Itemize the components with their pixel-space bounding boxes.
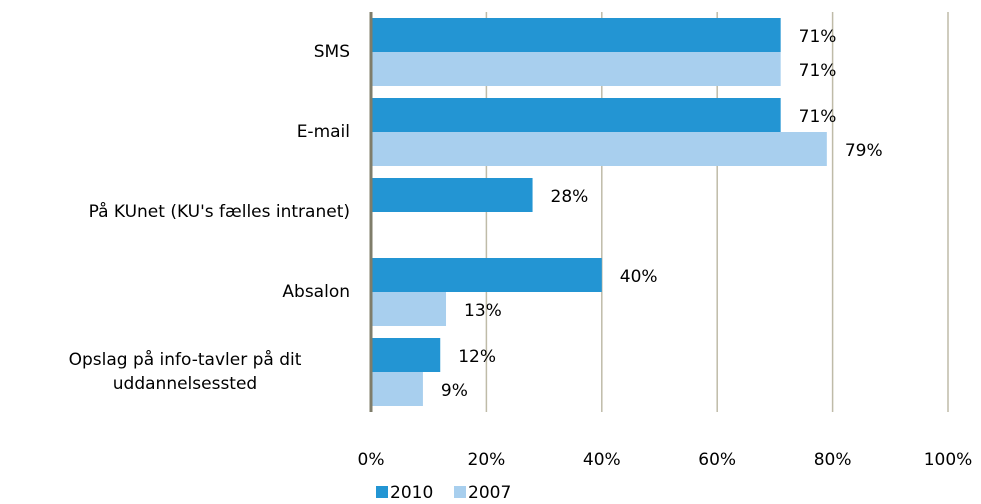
data-label: 12% [458,347,496,367]
bar [371,98,781,132]
x-tick-label: 20% [468,450,506,470]
bar [371,178,533,212]
legend-label: 2007 [468,483,511,503]
bar [371,18,781,52]
bar [371,52,781,86]
x-tick-label: 80% [814,450,852,470]
legend-label: 2010 [390,483,433,503]
x-tick-label: 100% [924,450,973,470]
bar [371,292,447,326]
data-label: 13% [464,301,502,321]
legend-swatch [376,486,388,498]
data-label: 40% [620,267,658,287]
data-label: 9% [441,381,468,401]
data-label: 71% [799,107,837,127]
x-tick-label: 0% [358,450,385,470]
x-tick-label: 40% [583,450,621,470]
category-label: Opslag på info-tavler på dit uddannelses… [68,350,302,394]
data-label: 71% [799,27,837,47]
data-label: 79% [845,141,883,161]
data-label: 28% [551,187,589,207]
bar [371,338,441,372]
bar [371,258,602,292]
category-label: SMS [313,42,350,62]
data-label: 71% [799,61,837,81]
bar [371,372,423,406]
bar [371,132,827,166]
category-label: Absalon [282,282,350,302]
legend-swatch [454,486,466,498]
category-label: På KUnet (KU's fælles intranet) [88,202,350,222]
category-label: E-mail [296,122,350,142]
x-tick-label: 60% [698,450,736,470]
